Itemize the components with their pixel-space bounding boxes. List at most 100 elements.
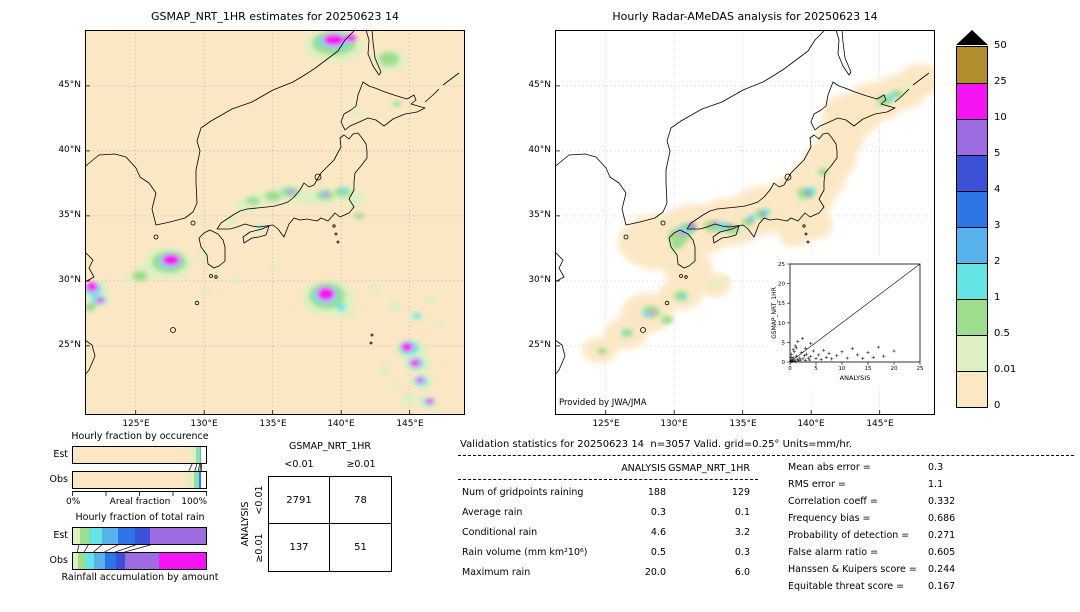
x-tick-label: 140°E (327, 419, 355, 429)
x-tick-label: 140°E (797, 419, 825, 429)
right-map: 45°N 40°N 35°N 30°N 25°N 125°E 130°E 135… (528, 29, 942, 429)
y-tick-label: 25°N (58, 340, 81, 350)
areal-fraction-label: Areal fraction (109, 497, 171, 507)
stats-rows: Num of gridpoints raining 188 129 Average r… (458, 483, 750, 583)
contingency-table: 2791 78 137 51 (268, 476, 392, 572)
left-map-frame (85, 30, 465, 415)
totalrain-est-bar (72, 527, 207, 545)
y-tick-label: 30°N (58, 275, 81, 285)
colorbar-label: 5 (994, 148, 1001, 159)
score-row: Hanssen & Kuipers score = 0.244 (788, 564, 956, 575)
colorbar-label: 0.5 (994, 328, 1010, 339)
stats-scores: Mean abs error = 0.3 RMS error = 1.1 Correla… (788, 459, 1076, 595)
score-row: Frequency bias = 0.686 (788, 513, 956, 524)
stats-divider-table (458, 479, 758, 480)
svg-text:5: 5 (814, 366, 818, 372)
x-tick-label: 145°E (866, 419, 894, 429)
score-row: Equitable threat score = 0.167 (788, 581, 956, 592)
stats-table-row: Num of gridpoints raining 188 129 (462, 487, 750, 498)
inset-x-tick-labels: 0 5 10 15 20 25 (788, 366, 924, 372)
contingency-row-label: <0.01 (254, 485, 265, 515)
inset-points (788, 336, 896, 364)
occurrence-est-bar (72, 446, 207, 464)
inset-x-axis-label: ANALYSIS (840, 374, 871, 382)
svg-text:25: 25 (778, 262, 785, 268)
axis-zero-label: 0% (66, 497, 81, 507)
colorbar-overflow-triangle (956, 30, 988, 45)
contingency-row-label: ≥0.01 (254, 533, 265, 563)
svg-text:15: 15 (865, 366, 872, 372)
svg-text:10: 10 (839, 366, 846, 372)
colorbar-label: 0 (994, 400, 1001, 411)
colorbar-label: 0.01 (994, 364, 1017, 375)
credit-text: Provided by JWA/JMA (559, 398, 647, 408)
inset-tick-marks (787, 263, 921, 365)
y-tick-label: 35°N (528, 210, 551, 220)
right-map-tick-marks (555, 85, 881, 415)
inset-y-tick-labels: 0 5 10 15 20 25 (778, 262, 786, 366)
totalrain-obs-bar (72, 552, 207, 570)
y-tick-label: 30°N (528, 275, 551, 285)
occurrence-obs-bar (72, 471, 207, 489)
colorbar-label: 10 (994, 112, 1007, 123)
left-map-precip (81, 30, 442, 409)
colorbar-label: 2 (994, 256, 1001, 267)
scatter-inset: 0 5 10 15 20 25 0 5 10 15 20 25 ANALYSIS… (770, 258, 930, 388)
svg-text:10: 10 (778, 321, 785, 327)
inset-diagonal-line (789, 263, 921, 363)
x-tick-label: 125°E (122, 419, 150, 429)
svg-text:0: 0 (788, 366, 792, 372)
stats-header-spacer (458, 463, 618, 474)
stats-table-row: Maximum rain 20.0 6.0 (462, 567, 750, 578)
score-row: Mean abs error = 0.3 (788, 462, 944, 473)
contingency-row-group-label: ANALYSIS (240, 501, 251, 547)
svg-text:20: 20 (778, 282, 785, 288)
y-tick-label: 40°N (528, 145, 551, 155)
colorbar-labels: 50 25 10 5 4 3 2 1 0.5 0.01 0 (994, 40, 1038, 411)
svg-text:0: 0 (782, 360, 786, 366)
totalrain-connectors (77, 545, 151, 552)
y-tick-label: 40°N (58, 145, 81, 155)
stats-table-row: Conditional rain 4.6 3.2 (462, 527, 750, 538)
colorbar-label: 3 (994, 220, 1001, 231)
y-tick-label: 35°N (58, 210, 81, 220)
validation-stats: Validation statistics for 20250623 14 n=… (458, 439, 1076, 611)
score-row: RMS error = 1.1 (788, 479, 944, 490)
colorbar-label: 1 (994, 292, 1001, 303)
occurrence-connectors (188, 464, 202, 471)
right-map-frame (555, 30, 935, 415)
stats-column-headers: ANALYSIS GSMAP_NRT_1HR (458, 463, 750, 474)
occurrence-axis (72, 491, 207, 496)
svg-text:15: 15 (778, 301, 785, 307)
left-map: 45°N 40°N 35°N 30°N 25°N 125°E 130°E 135… (58, 29, 465, 429)
axis-hundred-label: 100% (181, 497, 207, 507)
x-tick-label: 135°E (259, 419, 287, 429)
inset-canvas: 0 5 10 15 20 25 0 5 10 15 20 25 ANALYSIS… (771, 262, 924, 382)
stats-table-row: Rain volume (mm km²10⁶) 0.5 0.3 (462, 547, 750, 558)
colorbar-label: 50 (994, 40, 1007, 51)
right-map-title: Hourly Radar-AMeDAS analysis for 2025062… (612, 10, 878, 23)
contingency-col-label: ≥0.01 (346, 459, 376, 470)
svg-text:20: 20 (891, 366, 898, 372)
svg-text:25: 25 (917, 366, 924, 372)
contingency-col-label: <0.01 (284, 459, 314, 470)
stats-header-analysis: ANALYSIS (621, 463, 666, 474)
occurrence-chart-title: Hourly fraction by occurence (71, 431, 209, 442)
x-tick-label: 130°E (190, 419, 218, 429)
stats-title: Validation statistics for 20250623 14 n=… (460, 439, 853, 450)
left-map-title: GSMAP_NRT_1HR estimates for 20250623 14 (150, 10, 400, 23)
contingency-col-group-label: GSMAP_NRT_1HR (289, 441, 371, 452)
totalrain-chart-title: Hourly fraction of total rain (75, 512, 205, 523)
x-tick-label: 130°E (660, 419, 688, 429)
occurrence-obs-label: Obs (49, 474, 68, 485)
y-tick-label: 45°N (58, 80, 81, 90)
contingency-cell: 137 (269, 524, 330, 571)
colorbar-label: 4 (994, 184, 1001, 195)
colorbar-label: 25 (994, 76, 1007, 87)
contingency-cell: 51 (354, 542, 367, 553)
score-row: Correlation coeff = 0.332 (788, 496, 956, 507)
occurrence-est-label: Est (53, 449, 68, 460)
y-tick-label: 45°N (528, 80, 551, 90)
contingency-cell: 78 (330, 477, 391, 524)
